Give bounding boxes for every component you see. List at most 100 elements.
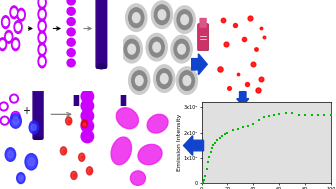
- Ellipse shape: [111, 137, 131, 165]
- Circle shape: [38, 55, 46, 68]
- Point: [212, 141, 217, 144]
- Circle shape: [177, 10, 192, 29]
- Point: [296, 113, 301, 116]
- Circle shape: [38, 0, 46, 9]
- Circle shape: [38, 31, 46, 44]
- Point: [302, 113, 308, 116]
- Point: [220, 134, 225, 137]
- Circle shape: [81, 130, 94, 143]
- Ellipse shape: [67, 59, 75, 67]
- Circle shape: [81, 110, 94, 122]
- Ellipse shape: [71, 171, 77, 180]
- Y-axis label: Emission Intensity: Emission Intensity: [177, 114, 182, 171]
- Circle shape: [153, 42, 161, 52]
- FancyBboxPatch shape: [198, 24, 209, 51]
- Circle shape: [2, 16, 10, 29]
- Point: [315, 113, 321, 116]
- Point: [218, 67, 223, 70]
- Point: [244, 82, 249, 85]
- Point: [322, 113, 327, 116]
- Ellipse shape: [34, 136, 42, 139]
- Point: [217, 136, 222, 139]
- Point: [87, 169, 92, 172]
- Circle shape: [11, 112, 20, 120]
- Ellipse shape: [60, 147, 67, 155]
- Circle shape: [38, 43, 46, 56]
- Circle shape: [121, 35, 142, 63]
- Ellipse shape: [5, 148, 15, 161]
- Point: [226, 87, 232, 90]
- Circle shape: [12, 9, 16, 16]
- Point: [328, 113, 334, 116]
- Point: [203, 174, 208, 177]
- Point: [205, 160, 211, 163]
- Circle shape: [176, 67, 198, 94]
- Point: [253, 48, 258, 51]
- Circle shape: [146, 33, 167, 61]
- Circle shape: [174, 6, 195, 33]
- Circle shape: [81, 100, 94, 112]
- Point: [256, 118, 261, 121]
- Point: [261, 116, 266, 119]
- Ellipse shape: [130, 171, 145, 185]
- Point: [246, 125, 251, 128]
- Ellipse shape: [79, 153, 85, 161]
- Circle shape: [2, 118, 7, 123]
- Ellipse shape: [97, 64, 106, 69]
- FancyArrow shape: [183, 136, 204, 155]
- Point: [250, 62, 255, 65]
- Point: [225, 131, 230, 134]
- Point: [211, 144, 216, 147]
- Point: [220, 18, 226, 21]
- Circle shape: [132, 13, 140, 23]
- FancyBboxPatch shape: [121, 94, 126, 106]
- Point: [66, 119, 71, 122]
- Circle shape: [0, 41, 5, 48]
- Point: [202, 179, 207, 182]
- Circle shape: [161, 74, 168, 84]
- Circle shape: [178, 44, 185, 54]
- Circle shape: [0, 116, 9, 125]
- Point: [204, 168, 209, 171]
- Point: [271, 113, 277, 116]
- Point: [241, 38, 246, 41]
- Ellipse shape: [116, 108, 138, 129]
- Point: [223, 43, 229, 46]
- Point: [256, 89, 261, 92]
- FancyBboxPatch shape: [84, 90, 90, 139]
- Circle shape: [40, 11, 44, 18]
- Circle shape: [81, 90, 94, 103]
- Circle shape: [40, 46, 44, 53]
- Circle shape: [40, 58, 44, 65]
- Circle shape: [12, 96, 16, 101]
- Point: [71, 174, 77, 177]
- Point: [200, 181, 206, 184]
- Ellipse shape: [8, 151, 13, 158]
- Circle shape: [151, 1, 173, 29]
- Circle shape: [179, 71, 195, 90]
- Circle shape: [157, 69, 172, 88]
- Circle shape: [1, 104, 6, 109]
- Point: [61, 149, 66, 152]
- Circle shape: [38, 8, 46, 21]
- Circle shape: [13, 113, 18, 118]
- Ellipse shape: [28, 158, 34, 166]
- Circle shape: [132, 71, 147, 90]
- Point: [232, 23, 238, 26]
- Circle shape: [10, 6, 18, 19]
- Point: [251, 122, 256, 125]
- Point: [79, 156, 84, 159]
- Ellipse shape: [34, 89, 42, 92]
- Circle shape: [124, 39, 139, 59]
- Ellipse shape: [67, 28, 75, 36]
- Circle shape: [17, 8, 25, 21]
- FancyArrow shape: [237, 92, 249, 106]
- Point: [214, 139, 220, 142]
- Point: [266, 115, 271, 118]
- Circle shape: [181, 15, 188, 25]
- Ellipse shape: [66, 117, 72, 125]
- Ellipse shape: [67, 0, 75, 5]
- Ellipse shape: [86, 167, 93, 175]
- FancyBboxPatch shape: [33, 89, 43, 139]
- Circle shape: [183, 76, 191, 85]
